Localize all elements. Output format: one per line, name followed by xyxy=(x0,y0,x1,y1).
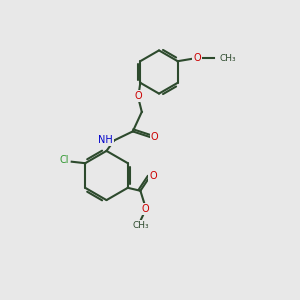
Text: O: O xyxy=(149,171,157,181)
Text: O: O xyxy=(194,53,201,63)
Text: O: O xyxy=(141,204,149,214)
Text: O: O xyxy=(151,132,158,142)
Text: O: O xyxy=(135,91,142,101)
Text: Cl: Cl xyxy=(59,155,69,165)
Text: NH: NH xyxy=(98,135,113,146)
Text: CH₃: CH₃ xyxy=(132,221,149,230)
Text: CH₃: CH₃ xyxy=(220,54,236,63)
